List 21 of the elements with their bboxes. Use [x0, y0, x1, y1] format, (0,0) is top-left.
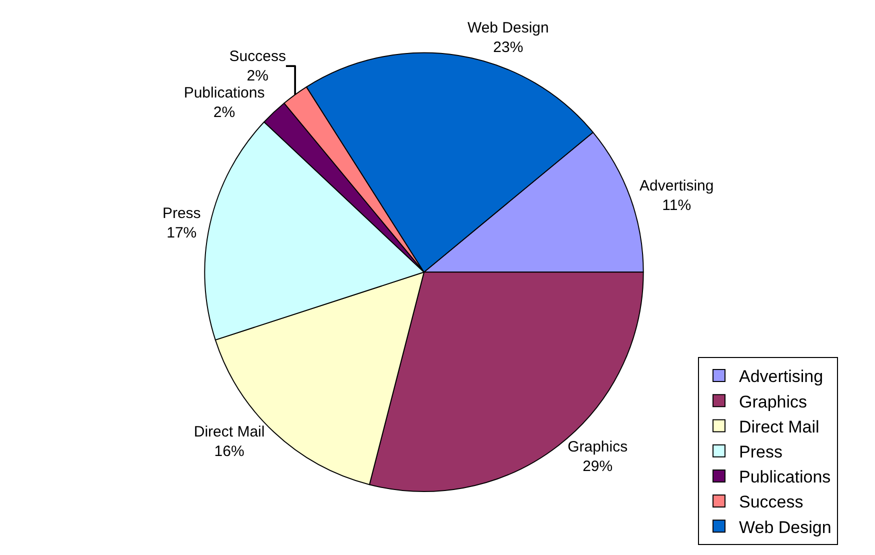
legend-label: Press — [739, 442, 782, 462]
legend-label: Direct Mail — [739, 417, 820, 436]
data-label: 23% — [493, 38, 524, 56]
slice-label: Press — [162, 205, 201, 222]
legend-label: Advertising — [739, 367, 824, 386]
data-label: 2% — [246, 67, 268, 84]
data-label: 2% — [213, 104, 236, 121]
slice-label: Advertising — [640, 178, 714, 195]
slice-label: Publications — [184, 84, 265, 102]
slice-label: Success — [229, 48, 286, 65]
legend-label: Publications — [739, 468, 831, 487]
slice-label: Direct Mail — [194, 423, 265, 440]
legend-label: Success — [739, 492, 804, 512]
data-label: 11% — [662, 197, 692, 214]
data-label: 16% — [214, 442, 244, 460]
slice-label: Graphics — [568, 438, 628, 456]
slice-label: Web Design — [467, 19, 549, 36]
legend-label: Graphics — [739, 392, 808, 412]
legend-label: Web Design — [739, 518, 832, 537]
data-label: 29% — [582, 458, 613, 476]
data-label: 17% — [166, 224, 197, 242]
